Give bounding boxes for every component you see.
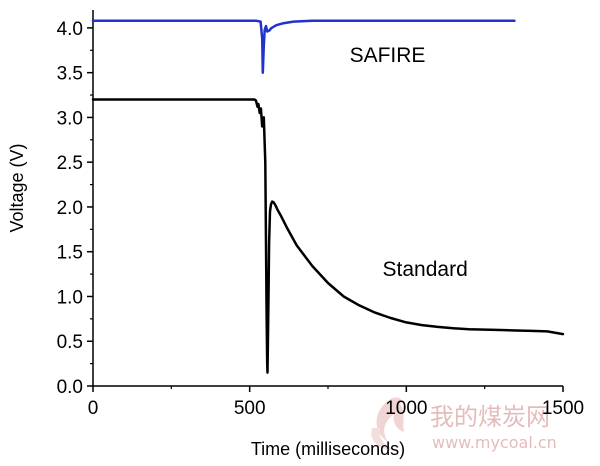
annotation-label-standard: Standard [383, 258, 468, 281]
annotation-layer: SAFIRE Standard [350, 44, 468, 281]
y-axis-ticks: 0.0 0.5 1.0 1.5 2.0 2.5 3.0 3.5 4.0 [57, 19, 93, 398]
series-line-safire [91, 19, 516, 74]
y-axis-title: Voltage (V) [7, 143, 27, 232]
y-tick-label: 3.0 [57, 108, 83, 129]
annotation-label-safire: SAFIRE [350, 44, 426, 67]
watermark-logo-icon [371, 397, 404, 451]
watermark: 我的煤炭网 www.mycoal.cn [371, 397, 557, 452]
y-tick-label: 0.0 [57, 377, 83, 398]
watermark-title: 我的煤炭网 [430, 403, 550, 431]
x-tick-label: 1500 [542, 398, 584, 419]
y-tick-label: 4.0 [57, 19, 83, 40]
x-axis-ticks: 0 500 1000 1500 [88, 386, 584, 419]
y-tick-label: 1.5 [57, 243, 83, 264]
y-tick-label: 2.5 [57, 153, 83, 174]
series-line-standard [91, 98, 565, 374]
series-layer [91, 19, 565, 374]
x-axis-title: Time (milliseconds) [251, 439, 405, 459]
y-tick-label: 1.0 [57, 287, 83, 308]
x-tick-label: 1000 [385, 398, 427, 419]
y-tick-label: 2.0 [57, 198, 83, 219]
watermark-url: www.mycoal.cn [432, 433, 557, 452]
y-tick-label: 3.5 [57, 64, 83, 85]
x-tick-label: 0 [88, 398, 99, 419]
x-tick-label: 500 [234, 398, 266, 419]
y-tick-label: 0.5 [57, 332, 83, 353]
